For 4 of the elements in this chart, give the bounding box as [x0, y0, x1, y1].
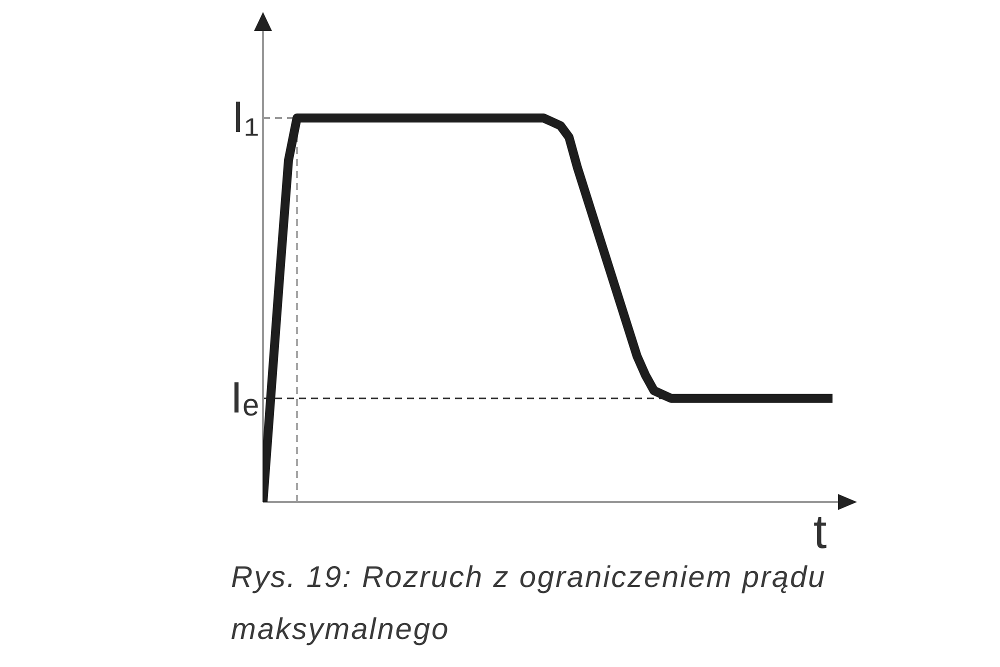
ref-line-label: Iₑ [230, 373, 259, 422]
text: Rys. 19: Rozruch z ograniczeniem prądu maksymalnego [231, 561, 826, 646]
x-axis-title: t [813, 506, 827, 559]
ref-line-label: I₁ [232, 92, 259, 142]
